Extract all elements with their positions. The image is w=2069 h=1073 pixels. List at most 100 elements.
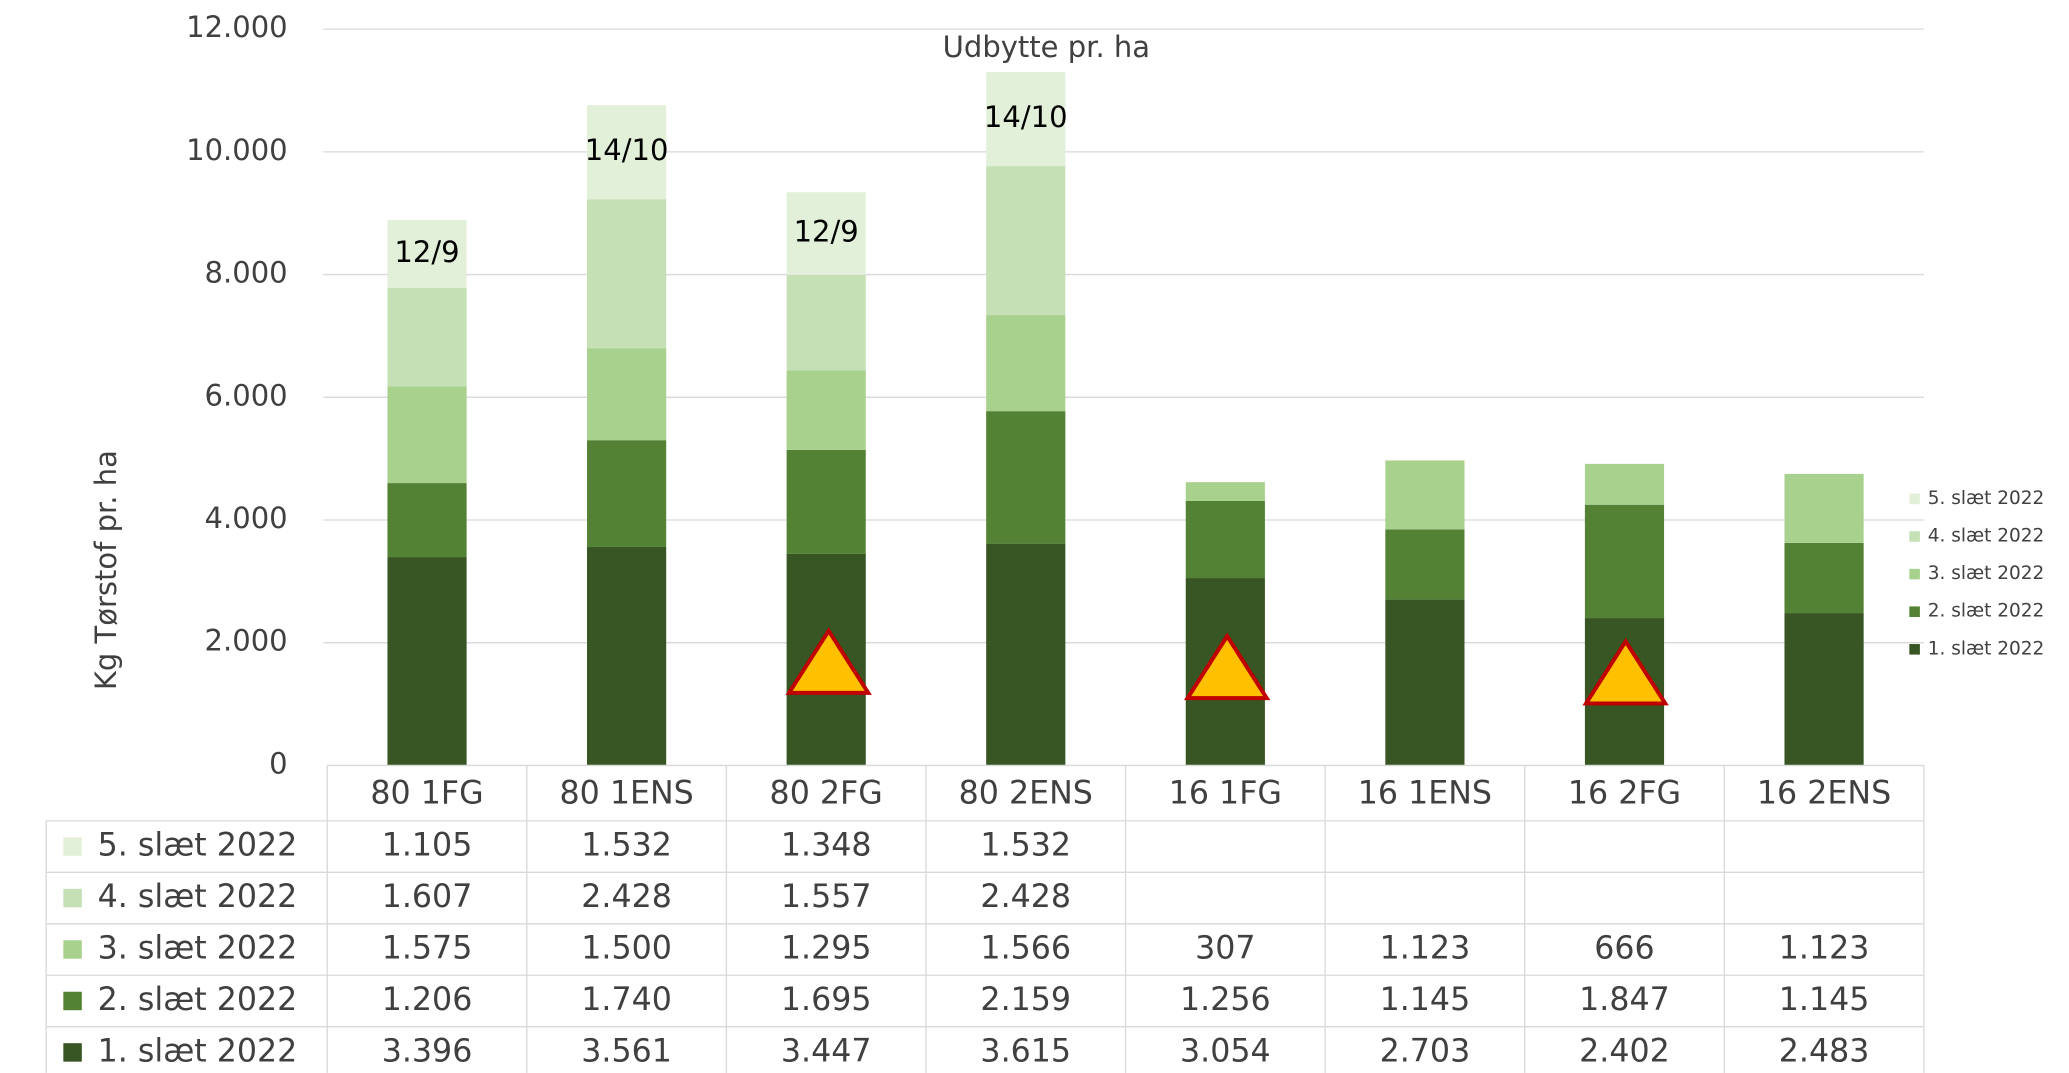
triangle-marker	[1183, 632, 1271, 701]
table-cell: 1.145	[1779, 982, 1870, 1018]
table-cell: 1.206	[382, 982, 473, 1018]
y-tick-label: 0	[269, 746, 287, 780]
bar-segment	[986, 315, 1066, 412]
table-cell: 1.695	[781, 982, 872, 1018]
table-legend-key	[63, 888, 82, 908]
table-cell: 1.575	[382, 931, 473, 967]
bar-segment	[986, 166, 1066, 316]
bar-segment	[387, 287, 467, 387]
bar-segment	[587, 546, 667, 766]
x-tick-label: 16 1ENS	[1358, 775, 1492, 811]
triangle-marker	[1582, 637, 1669, 706]
table-row-header: 3. slæt 2022	[98, 931, 298, 967]
table-row-header: 2. slæt 2022	[98, 982, 298, 1018]
bar-segment	[1784, 542, 1864, 614]
table-cell: 307	[1195, 931, 1255, 967]
table-cell: 1.532	[581, 828, 672, 864]
bar-segment	[587, 105, 667, 200]
x-tick-label: 80 2FG	[770, 775, 883, 811]
y-axis-label: Kg Tørstof pr. ha	[89, 450, 123, 690]
x-tick-label: 16 2FG	[1568, 775, 1681, 811]
bar-segment	[786, 274, 866, 371]
bar-segment	[1385, 599, 1465, 766]
table-legend-key	[63, 1043, 82, 1062]
legend-key	[1909, 644, 1920, 655]
x-tick-label: 16 2ENS	[1757, 775, 1891, 811]
bar-segment	[387, 386, 467, 484]
legend-label: 4. slæt 2022	[1928, 526, 2045, 547]
y-tick-label: 10.000	[186, 133, 288, 167]
table-cell: 2.703	[1380, 1033, 1471, 1069]
annotation: 12/9	[794, 215, 859, 249]
table-cell: 1.557	[781, 879, 872, 915]
bar-segment	[587, 440, 667, 547]
legend-label: 2. slæt 2022	[1928, 601, 2045, 622]
table-cell: 3.054	[1180, 1033, 1271, 1069]
bar-segment	[387, 220, 467, 288]
triangle-marker	[785, 627, 872, 695]
y-tick-label: 2.000	[205, 624, 288, 658]
table-cell: 1.566	[980, 931, 1071, 967]
table-cell: 1.847	[1579, 982, 1670, 1018]
bar-segment	[786, 449, 866, 554]
bar-segment	[1784, 473, 1864, 543]
table-cell: 1.500	[581, 931, 672, 967]
table-legend-key	[63, 940, 82, 959]
table-cell: 1.105	[382, 828, 473, 864]
legend-label: 1. slæt 2022	[1928, 638, 2045, 659]
legend-key	[1909, 568, 1920, 580]
y-tick-label: 12.000	[186, 10, 288, 44]
annotation: 12/9	[394, 235, 459, 269]
legend-label: 5. slæt 2022	[1928, 488, 2045, 509]
table-cell: 1.123	[1779, 931, 1870, 967]
table-cell: 3.561	[581, 1033, 672, 1069]
table-cell: 1.532	[980, 828, 1071, 864]
bar-segment	[387, 557, 467, 766]
table-cell: 1.256	[1180, 982, 1271, 1018]
bar-segment	[1584, 504, 1665, 619]
table-cell: 1.295	[781, 931, 872, 967]
x-tick-label: 80 1FG	[370, 775, 483, 811]
table-legend-key	[63, 991, 82, 1011]
table-cell: 3.447	[781, 1033, 872, 1069]
legend-key	[1909, 531, 1920, 542]
table-cell: 2.402	[1579, 1033, 1670, 1069]
x-tick-label: 16 1FG	[1169, 775, 1282, 811]
bar-segment	[786, 370, 866, 450]
table-cell: 3.615	[980, 1033, 1071, 1069]
annotation: 14/10	[585, 133, 669, 167]
bar-segment	[1185, 482, 1265, 501]
bar-segment	[786, 192, 866, 275]
bar-segment	[986, 411, 1066, 544]
bar-segment	[1385, 460, 1465, 530]
bar-segment	[587, 348, 667, 441]
table-cell: 2.428	[581, 879, 672, 915]
annotation: 14/10	[984, 100, 1068, 134]
table-legend-key	[63, 837, 82, 856]
bar-segment	[986, 72, 1066, 167]
y-tick-label: 8.000	[205, 256, 288, 290]
markers	[785, 627, 1669, 706]
legend-key	[1909, 493, 1920, 505]
table-cell: 1.607	[382, 879, 473, 915]
y-tick-label: 4.000	[205, 501, 288, 535]
bar-segment	[1584, 463, 1665, 505]
table-cell: 2.483	[1779, 1033, 1870, 1069]
legend-label: 3. slæt 2022	[1928, 563, 2045, 584]
bar-segment	[387, 483, 467, 558]
chart-title: Udbytte pr. ha	[943, 30, 1150, 64]
table-cell: 1.740	[581, 982, 672, 1018]
bar-segment	[587, 199, 667, 349]
x-tick-label: 80 1ENS	[559, 775, 693, 811]
table-cell: 666	[1594, 931, 1654, 967]
table-cell: 1.123	[1380, 931, 1471, 967]
y-tick-label: 6.000	[205, 378, 288, 412]
x-tick-label: 80 2ENS	[959, 775, 1093, 811]
table-cell: 3.396	[382, 1033, 473, 1069]
table-cell: 1.145	[1380, 982, 1471, 1018]
bar-segment	[986, 543, 1066, 766]
legend-key	[1909, 606, 1920, 617]
bar-segment	[1185, 500, 1265, 579]
